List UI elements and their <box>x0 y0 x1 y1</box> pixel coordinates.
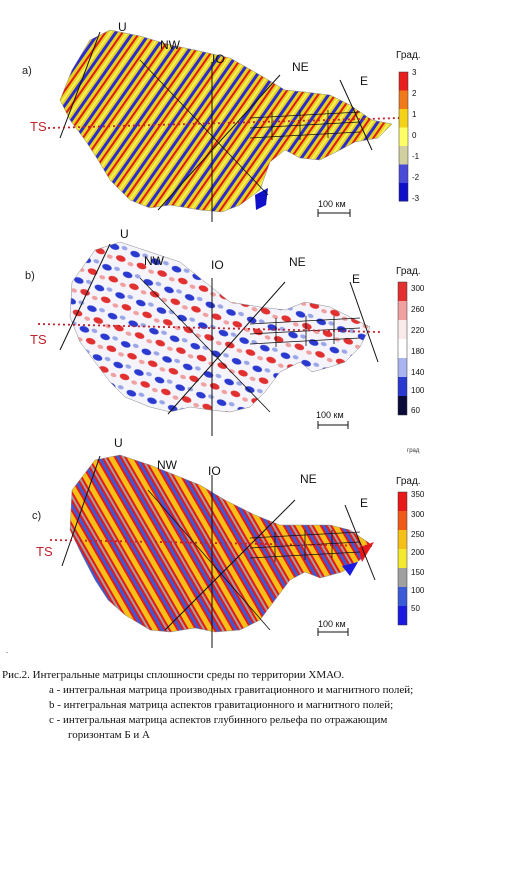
colorbar-title: Град. <box>396 50 421 61</box>
panel-c: U NW IO NE E TS c) Град. 350 300 250 200… <box>0 430 510 660</box>
colorbar-b-seg-6 <box>398 396 407 415</box>
label-nw: NW <box>157 458 177 472</box>
label-ts: TS <box>30 332 47 347</box>
colorbar-b-seg-2 <box>398 320 407 339</box>
panel-letter: b) <box>25 270 35 282</box>
colorbar-a-seg-2 <box>399 109 408 128</box>
colorbar-tick: -2 <box>412 173 420 182</box>
label-e: E <box>360 74 369 88</box>
label-ts: TS <box>30 119 47 134</box>
caption-title: Рис.2. Интегральные матрицы сплошности с… <box>2 669 345 681</box>
colorbar-tick: 220 <box>411 326 425 335</box>
colorbar-tick: 2 <box>412 89 417 98</box>
colorbar-tick: -1 <box>412 152 420 161</box>
scale-label: 100 км <box>318 619 346 629</box>
colorbar-a-seg-0 <box>399 72 408 91</box>
colorbar-a-seg-4 <box>399 146 408 165</box>
colorbar-b-seg-3 <box>398 339 407 358</box>
colorbar-b-seg-5 <box>398 377 407 396</box>
colorbar-tick: 140 <box>411 368 425 377</box>
colorbar-tick: 180 <box>411 347 425 356</box>
label-u: U <box>114 436 123 450</box>
map-a <box>47 29 409 222</box>
colorbar-a-seg-3 <box>399 127 408 146</box>
colorbar-title: Град. <box>396 266 421 277</box>
colorbar-tick: 250 <box>411 530 425 539</box>
label-io: IO <box>211 258 224 272</box>
colorbar-tick: 60 <box>411 406 420 415</box>
label-e: E <box>352 272 361 286</box>
colorbar-c-seg-5 <box>398 587 407 606</box>
colorbar-tick: 0 <box>412 131 417 140</box>
colorbar-tick: 1 <box>412 110 417 119</box>
colorbar-tick: 300 <box>411 284 425 293</box>
label-u: U <box>120 227 129 241</box>
extra-unit-label: град <box>407 448 420 454</box>
colorbar-tick: 350 <box>411 490 425 499</box>
label-nw: NW <box>160 38 180 52</box>
region-map-b <box>69 241 371 413</box>
caption-item-b: b - интегральная матрица аспектов гравит… <box>49 699 394 711</box>
panel-letter: a) <box>22 65 32 77</box>
colorbar-c-seg-3 <box>398 549 407 568</box>
colorbar-b-seg-0 <box>398 282 407 301</box>
region-map-a <box>59 29 393 213</box>
caption-item-c: c - интегральная матрица аспектов глубин… <box>49 714 388 726</box>
colorbar-tick: 260 <box>411 305 425 314</box>
colorbar-tick: 100 <box>411 586 425 595</box>
colorbar-c-seg-6 <box>398 606 407 625</box>
label-ne: NE <box>292 60 309 74</box>
colorbar-c-seg-1 <box>398 511 407 530</box>
colorbar-tick: 100 <box>411 386 425 395</box>
label-ne: NE <box>300 472 317 486</box>
panel-letter: c) <box>32 510 42 522</box>
colorbar-a-seg-6 <box>399 183 408 202</box>
colorbar-tick: 300 <box>411 510 425 519</box>
colorbar-a <box>398 71 409 202</box>
panel-a: U NW IO NE E TS a) Град. 3 2 1 0 -1 -2 -… <box>0 0 510 225</box>
colorbar-title: Град. <box>396 476 421 487</box>
colorbar-tick: 3 <box>412 68 417 77</box>
colorbar-tick: 150 <box>411 568 425 577</box>
colorbar-tick: 200 <box>411 548 425 557</box>
caption-item-c-continuation: горизонтам Б и А <box>68 729 150 741</box>
figure-caption: Рис.2. Интегральные матрицы сплошности с… <box>2 668 508 743</box>
label-io: IO <box>212 52 225 66</box>
panel-b: U NW IO NE E TS b) Град. 300 260 220 180… <box>0 222 510 447</box>
scale-label: 100 км <box>318 199 346 209</box>
colorbar-c-seg-0 <box>398 492 407 511</box>
map-b <box>37 241 408 436</box>
colorbar-a-seg-5 <box>399 164 408 183</box>
colorbar-tick: -3 <box>412 194 420 203</box>
label-e: E <box>360 496 369 510</box>
map-c <box>49 454 408 648</box>
colorbar-b-seg-1 <box>398 301 407 320</box>
label-u: U <box>118 20 127 34</box>
caption-item-a: a - интегральная матрица производных гра… <box>49 684 414 696</box>
label-io: IO <box>208 464 221 478</box>
colorbar-c-seg-4 <box>398 568 407 587</box>
colorbar-b <box>397 281 408 416</box>
scale-label: 100 км <box>316 410 344 420</box>
label-ts: TS <box>36 544 53 559</box>
colorbar-a-seg-1 <box>399 90 408 109</box>
colorbar-b-seg-4 <box>398 358 407 377</box>
label-ne: NE <box>289 255 306 269</box>
dot-mark: - <box>6 650 8 656</box>
colorbar-tick: 50 <box>411 604 420 613</box>
colorbar-c-seg-2 <box>398 530 407 549</box>
label-nw: NW <box>144 254 164 268</box>
colorbar-c <box>397 491 408 626</box>
